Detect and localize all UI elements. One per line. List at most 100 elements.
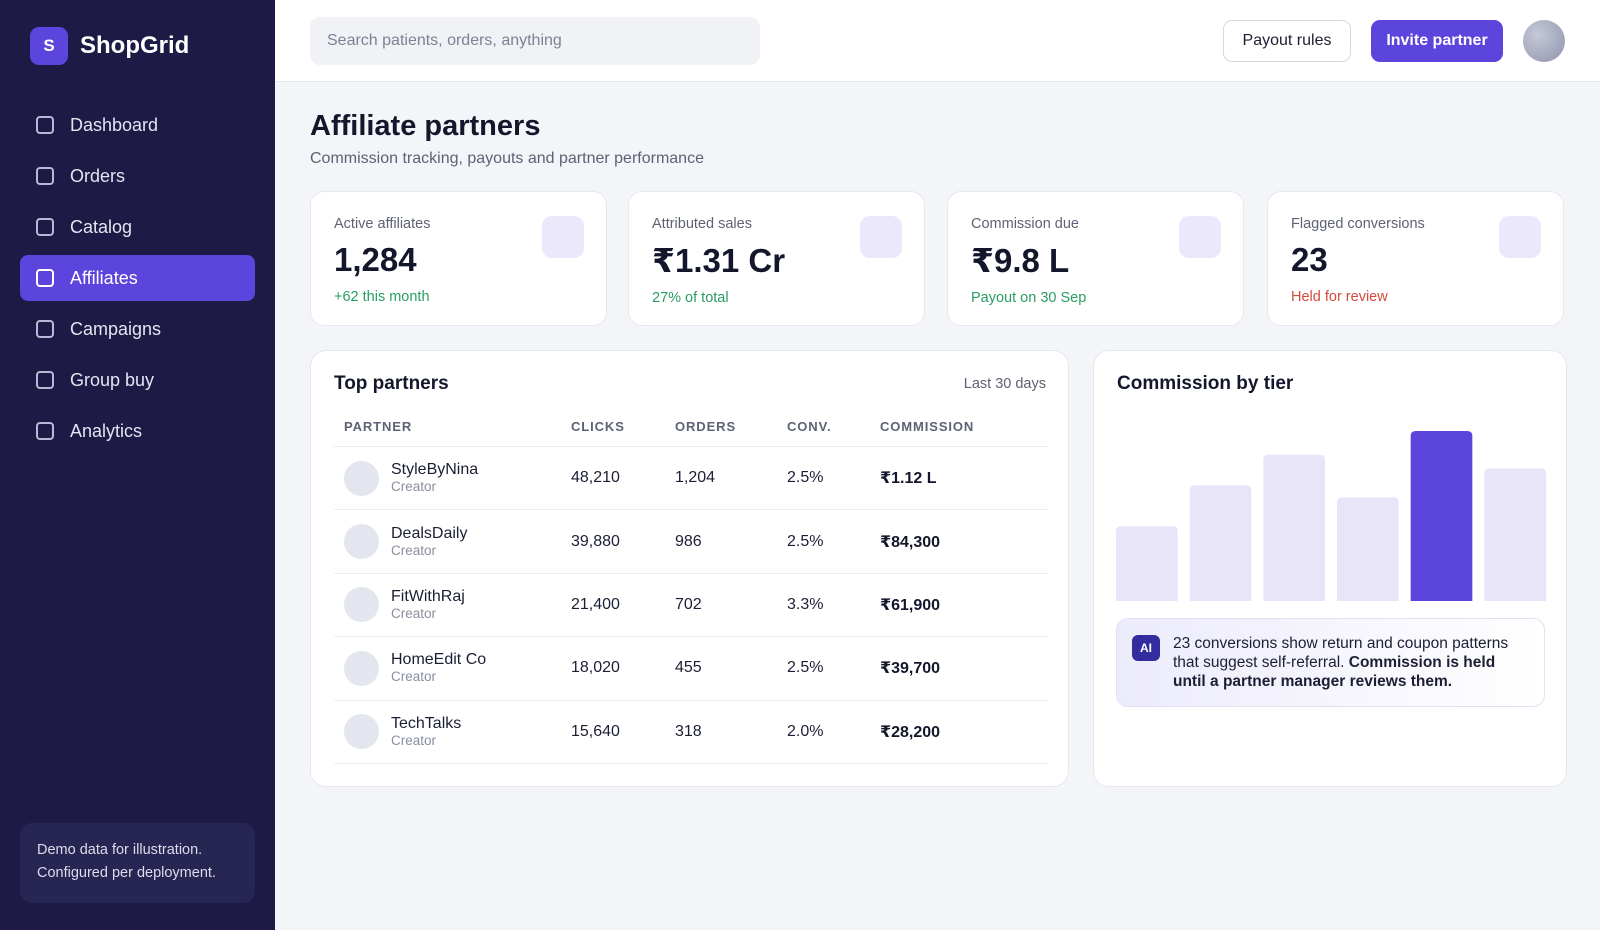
sidebar-item-orders[interactable]: Orders xyxy=(20,153,255,199)
conv-cell: 2.5% xyxy=(787,469,824,487)
sidebar-item-catalog[interactable]: Catalog xyxy=(20,204,255,250)
conv-cell: 2.0% xyxy=(787,722,824,740)
panel-title: Commission by tier xyxy=(1117,373,1294,394)
sidebar-item-group-buy[interactable]: Group buy xyxy=(20,357,255,403)
kpi-card-flagged-conversions: Flagged conversions 23 Held for review xyxy=(1267,191,1564,326)
affiliates-icon xyxy=(36,269,54,287)
partner-name: TechTalks xyxy=(391,714,462,732)
avatar xyxy=(344,524,379,560)
partners-table: PARTNER CLICKS ORDERS CONV. COMMISSION S… xyxy=(334,407,1048,764)
kpi-note: Held for review xyxy=(1291,289,1388,305)
group-buy-icon xyxy=(36,371,54,389)
column-header-clicks[interactable]: CLICKS xyxy=(571,419,625,434)
kpi-card-commission-due: Commission due ₹9.8 L Payout on 30 Sep xyxy=(947,191,1244,326)
chart-bar-3 xyxy=(1263,454,1325,601)
orders-cell: 986 xyxy=(675,532,702,550)
sidebar-item-campaigns[interactable]: Campaigns xyxy=(20,306,255,352)
table-row[interactable]: StyleByNina Creator 48,210 1,204 2.5% ₹1… xyxy=(334,447,1048,511)
page-title: Affiliate partners xyxy=(310,110,541,142)
kpi-value: ₹1.31 Cr xyxy=(652,242,786,279)
orders-cell: 1,204 xyxy=(675,469,716,487)
clicks-cell: 39,880 xyxy=(571,532,620,550)
sidebar-item-label: Campaigns xyxy=(70,318,162,339)
table-header: PARTNER CLICKS ORDERS CONV. COMMISSION xyxy=(334,407,1048,447)
partner-role: Creator xyxy=(391,605,437,621)
chart-bar-5 xyxy=(1410,431,1473,601)
sidebar-item-label: Dashboard xyxy=(70,114,159,135)
clicks-cell: 48,210 xyxy=(571,469,620,487)
kpi-value: 23 xyxy=(1291,241,1328,278)
chart-bar-4 xyxy=(1337,497,1399,601)
conv-cell: 2.5% xyxy=(787,532,824,550)
user-avatar[interactable] xyxy=(1523,20,1565,62)
sidebar: S ShopGrid Dashboard Orders Catalog Affi… xyxy=(0,0,275,930)
avatar xyxy=(344,714,379,750)
sales-icon xyxy=(860,216,902,258)
payout-rules-button[interactable]: Payout rules xyxy=(1223,20,1351,62)
partner-name: StyleByNina xyxy=(391,461,479,479)
orders-cell: 455 xyxy=(675,659,702,677)
partner-cell: DealsDaily Creator xyxy=(334,524,571,560)
partner-role: Creator xyxy=(391,669,437,685)
commission-by-tier-panel: Commission by tier AI 23 conversions sho… xyxy=(1093,350,1567,787)
kpi-label: Active affiliates xyxy=(334,216,431,232)
chart-bar-1 xyxy=(1116,526,1178,601)
column-header-orders[interactable]: ORDERS xyxy=(675,419,737,434)
brand-name: ShopGrid xyxy=(80,32,190,59)
kpi-card-active-affiliates: Active affiliates 1,284 +62 this month xyxy=(310,191,607,326)
tier-bar-chart xyxy=(1116,431,1546,601)
ai-insight-plain: 23 conversions show return and coupon pa… xyxy=(1173,635,1509,671)
ai-badge: AI xyxy=(1132,635,1160,661)
column-header-conv[interactable]: CONV. xyxy=(787,419,832,434)
partner-role: Creator xyxy=(391,542,437,558)
demo-note-line: Demo data for illustration. xyxy=(37,842,203,858)
partner-cell: FitWithRaj Creator xyxy=(334,587,571,623)
table-row[interactable]: DealsDaily Creator 39,880 986 2.5% ₹84,3… xyxy=(334,510,1048,574)
orders-cell: 318 xyxy=(675,722,702,740)
kpi-value: 1,284 xyxy=(334,241,417,278)
demo-note: Demo data for illustration. Configured p… xyxy=(20,823,255,903)
brand-logo[interactable]: S ShopGrid xyxy=(30,27,189,65)
sidebar-item-dashboard[interactable]: Dashboard xyxy=(20,102,255,148)
page-subtitle: Commission tracking, payouts and partner… xyxy=(310,150,704,167)
sidebar-item-affiliates[interactable]: Affiliates xyxy=(20,255,255,301)
clicks-cell: 21,400 xyxy=(571,595,620,613)
kpi-note: Payout on 30 Sep xyxy=(971,290,1087,306)
kpi-label: Commission due xyxy=(971,216,1079,232)
sidebar-item-label: Analytics xyxy=(70,420,143,441)
ai-insight-text: 23 conversions show return and coupon pa… xyxy=(1173,634,1526,706)
sidebar-item-label: Catalog xyxy=(70,216,133,237)
table-row[interactable]: TechTalks Creator 15,640 318 2.0% ₹28,20… xyxy=(334,701,1048,764)
orders-cell: 702 xyxy=(675,595,702,613)
table-row[interactable]: FitWithRaj Creator 21,400 702 3.3% ₹61,9… xyxy=(334,574,1048,638)
search-input[interactable] xyxy=(310,17,760,65)
kpi-note: +62 this month xyxy=(334,289,430,305)
kpi-card-attributed-sales: Attributed sales ₹1.31 Cr 27% of total xyxy=(628,191,925,326)
top-partners-panel: Top partners Last 30 days PARTNER CLICKS… xyxy=(310,350,1069,787)
partner-name: FitWithRaj xyxy=(391,587,465,605)
commission-cell: ₹1.12 L xyxy=(880,470,937,488)
partner-name: DealsDaily xyxy=(391,524,468,542)
conv-cell: 2.5% xyxy=(787,659,824,677)
partner-cell: TechTalks Creator xyxy=(334,714,571,750)
column-header-commission[interactable]: COMMISSION xyxy=(880,419,975,434)
clicks-cell: 15,640 xyxy=(571,722,620,740)
kpi-label: Flagged conversions xyxy=(1291,216,1425,232)
chart-bar-6 xyxy=(1484,468,1546,601)
dashboard-icon xyxy=(36,116,54,134)
partner-role: Creator xyxy=(391,732,437,748)
sidebar-item-analytics[interactable]: Analytics xyxy=(20,408,255,454)
column-header-partner[interactable]: PARTNER xyxy=(344,419,413,434)
conv-cell: 3.3% xyxy=(787,595,824,613)
avatar xyxy=(344,650,379,686)
kpi-note: 27% of total xyxy=(652,290,729,306)
wallet-icon xyxy=(1179,216,1221,258)
clicks-cell: 18,020 xyxy=(571,659,620,677)
partner-name: HomeEdit Co xyxy=(391,651,487,669)
sidebar-item-label: Group buy xyxy=(70,369,155,390)
invite-partner-button[interactable]: Invite partner xyxy=(1371,20,1503,62)
partner-cell: HomeEdit Co Creator xyxy=(334,650,571,686)
campaigns-icon xyxy=(36,320,54,338)
demo-note-line: Configured per deployment. xyxy=(37,865,216,881)
table-row[interactable]: HomeEdit Co Creator 18,020 455 2.5% ₹39,… xyxy=(334,637,1048,701)
